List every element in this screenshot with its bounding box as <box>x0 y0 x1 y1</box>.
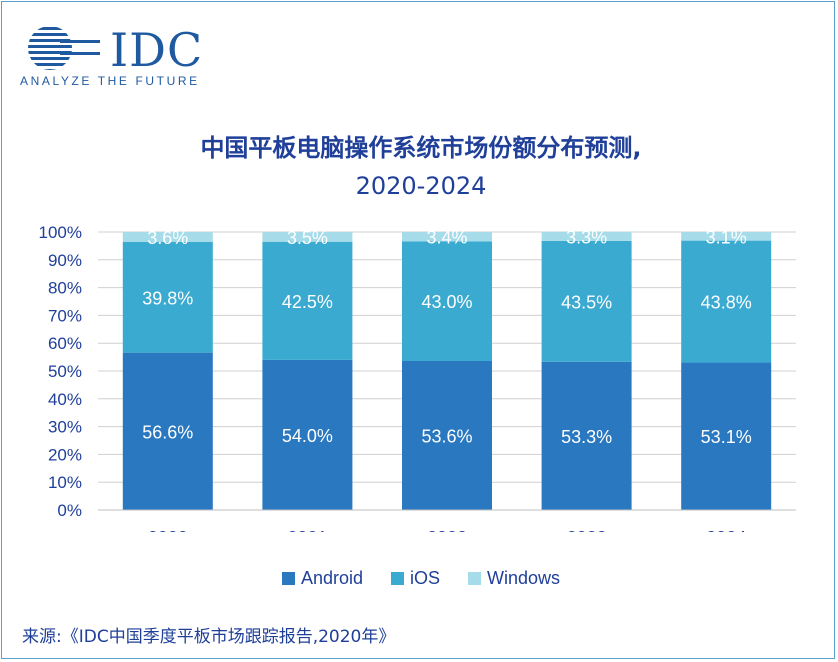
bar-segment-ios <box>402 241 492 361</box>
data-label-ios: 43.0% <box>421 292 472 312</box>
source-note: 来源:《IDC中国季度平板市场跟踪报告,2020年》 <box>22 627 396 647</box>
legend-item-android: Android <box>281 568 363 589</box>
bar-segment-android <box>402 360 492 510</box>
legend-label-windows: Windows <box>487 568 561 588</box>
x-tick-label: 2022 <box>427 528 467 532</box>
chart-subtitle: 2020-2024 <box>355 172 487 200</box>
legend-item-ios: iOS <box>391 568 440 589</box>
data-label-android: 53.3% <box>561 427 612 447</box>
data-label-android: 56.6% <box>142 422 193 442</box>
x-tick-label: 2021 <box>287 528 327 532</box>
bar-segment-windows <box>541 231 632 241</box>
data-label-windows: 3.1% <box>706 227 747 247</box>
bar-segment-android <box>122 352 213 510</box>
y-tick-label: 100% <box>39 223 82 242</box>
x-tick-label: 2023 <box>567 528 607 532</box>
y-axis: 0% 10% 20% 30% 40% 50% 60% 70% 80% 90% 100% <box>39 223 82 520</box>
x-tick-label: 2020 <box>148 528 188 532</box>
y-tick-label: 30% <box>48 418 82 437</box>
y-tick-label: 70% <box>48 306 82 325</box>
y-tick-label: 80% <box>48 279 82 298</box>
y-tick-label: 40% <box>48 390 82 409</box>
bar-segment-ios <box>262 241 353 360</box>
legend-label-ios: iOS <box>410 568 441 588</box>
legend-swatch-ios <box>391 572 404 585</box>
data-label-ios: 39.8% <box>142 288 193 308</box>
stacked-bar-chart: 0% 10% 20% 30% 40% 50% 60% 70% 80% 90% 100% 56.6% 3… <box>39 223 796 532</box>
bar-segment-android <box>681 362 772 510</box>
legend-swatch-android <box>281 572 295 585</box>
bar-segment-windows <box>122 232 213 243</box>
bar-segment-windows <box>402 232 492 242</box>
idc-logo: IDC ANALYZE THE FUTURE <box>20 26 220 90</box>
x-axis: 2020 2021 2022 2023 2024 <box>98 509 796 532</box>
data-label-windows: 3.3% <box>566 227 607 247</box>
y-tick-label: 20% <box>48 445 82 464</box>
data-label-android: 53.6% <box>421 426 472 446</box>
data-label-ios: 43.8% <box>701 293 752 313</box>
y-tick-label: 50% <box>48 362 82 381</box>
chart-title: 中国平板电脑操作系统市场份额分布预测, <box>200 134 642 162</box>
bar-segment-android <box>541 361 632 510</box>
globe-icon <box>28 27 100 70</box>
data-label-windows: 3.6% <box>147 228 188 248</box>
y-tick-label: 0% <box>57 501 82 520</box>
data-label-windows: 3.5% <box>287 228 328 248</box>
y-tick-label: 60% <box>48 334 82 353</box>
x-tick-label: 2024 <box>706 528 746 532</box>
legend-swatch-windows <box>468 572 482 585</box>
legend: Android iOS Windows <box>2 568 838 589</box>
legend-label-android: Android <box>300 568 363 588</box>
logo-tagline: ANALYZE THE FUTURE <box>20 74 200 88</box>
bar-segment-windows <box>681 232 772 241</box>
bars: 56.6% 39.8% 3.6% 54.0% 42.5% 3.5% 53.6% 43.0% 3.… <box>122 227 772 510</box>
data-label-ios: 43.5% <box>561 292 612 312</box>
y-tick-label: 10% <box>48 473 82 492</box>
bar-segment-windows <box>262 232 353 242</box>
bar-segment-ios <box>681 240 772 363</box>
logo-wordmark: IDC <box>110 23 204 77</box>
data-label-windows: 3.4% <box>426 228 467 248</box>
data-label-ios: 42.5% <box>282 292 333 312</box>
bar-segment-android <box>262 359 353 510</box>
data-label-android: 53.1% <box>701 427 752 447</box>
legend-item-windows: Windows <box>468 568 560 589</box>
bar-segment-ios <box>541 240 632 362</box>
y-tick-label: 90% <box>48 251 82 270</box>
bar-segment-ios <box>122 242 213 353</box>
data-label-android: 54.0% <box>282 426 333 446</box>
